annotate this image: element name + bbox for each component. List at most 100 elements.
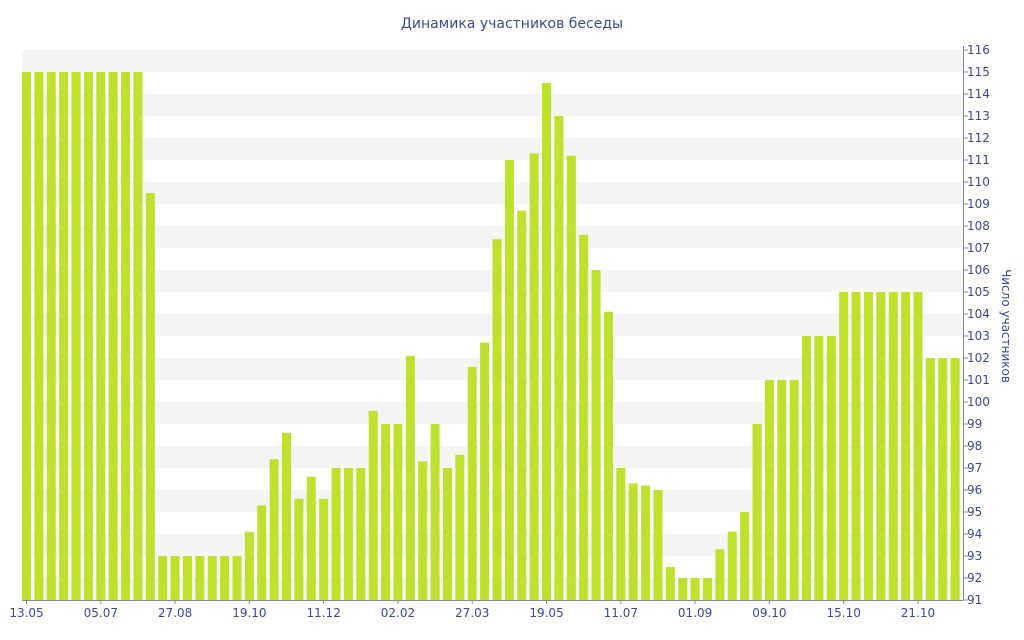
x-tick-label: 13.05 [9, 606, 43, 620]
bar [492, 239, 502, 600]
bar [282, 432, 292, 600]
y-tick-label: 110 [967, 175, 990, 189]
bar [244, 531, 254, 600]
y-tick-label: 106 [967, 263, 990, 277]
bar [34, 72, 44, 600]
bar [356, 468, 366, 600]
y-tick-label: 98 [967, 439, 982, 453]
bar [108, 72, 118, 600]
bar [133, 72, 143, 600]
bar [331, 468, 341, 600]
bar [641, 485, 651, 600]
bar [653, 490, 663, 600]
bar [195, 556, 205, 600]
y-tick-label: 94 [967, 527, 982, 541]
bar [863, 292, 873, 600]
x-tick-label: 05.07 [84, 606, 118, 620]
y-axis: 91 92 93 94 95 96 97 98 99 100 101 102 103 104 105 106 1… [963, 43, 990, 607]
grid-band [22, 138, 963, 160]
bar [888, 292, 898, 600]
y-tick-label: 108 [967, 219, 990, 233]
bar [343, 468, 353, 600]
y-axis-label: Число участников [999, 269, 1013, 383]
bar [480, 342, 490, 600]
bar [269, 459, 279, 600]
bar [46, 72, 56, 600]
bar [529, 153, 539, 600]
bar [294, 498, 304, 600]
y-tick-label: 93 [967, 549, 982, 563]
bar [554, 116, 564, 600]
bar [616, 468, 626, 600]
grid-band [22, 226, 963, 248]
x-tick-label: 27.03 [455, 606, 489, 620]
bar [925, 358, 935, 600]
bar [405, 355, 415, 600]
x-tick-label: 11.12 [306, 606, 340, 620]
grid-band [22, 182, 963, 204]
bar [814, 336, 824, 600]
bar [393, 424, 403, 600]
bar [368, 410, 378, 600]
bar [950, 358, 960, 600]
y-tick-label: 115 [967, 65, 990, 79]
bar [182, 556, 192, 600]
x-tick-label: 11.07 [604, 606, 638, 620]
bar [802, 336, 812, 600]
bar [158, 556, 168, 600]
bar [83, 72, 93, 600]
bar [603, 311, 613, 600]
y-tick-label: 114 [967, 87, 990, 101]
bar [752, 424, 762, 600]
y-tick-label: 103 [967, 329, 990, 343]
bar [170, 556, 180, 600]
bar [145, 193, 155, 600]
x-tick-label: 19.05 [529, 606, 563, 620]
bar [517, 210, 527, 600]
bar [665, 567, 675, 600]
bar [702, 578, 712, 600]
bar [938, 358, 948, 600]
bar [727, 531, 737, 600]
bar [207, 556, 217, 600]
y-tick-label: 104 [967, 307, 990, 321]
bar [455, 454, 465, 600]
bar [777, 380, 787, 600]
bar [789, 380, 799, 600]
grid-band [22, 50, 963, 72]
y-tick-label: 92 [967, 571, 982, 585]
bar [22, 72, 31, 600]
y-tick-label: 105 [967, 285, 990, 299]
bar [59, 72, 69, 600]
y-tick-label: 99 [967, 417, 982, 431]
bar [467, 366, 477, 600]
y-tick-label: 107 [967, 241, 990, 255]
bar [442, 468, 452, 600]
bar [430, 424, 440, 600]
bar [901, 292, 911, 600]
bar [542, 83, 552, 600]
bar [257, 505, 267, 600]
y-tick-label: 109 [967, 197, 990, 211]
x-tick-label: 19.10 [232, 606, 266, 620]
bar [591, 270, 601, 600]
y-tick-label: 102 [967, 351, 990, 365]
x-tick-label: 15.10 [827, 606, 861, 620]
x-tick-label: 09.10 [752, 606, 786, 620]
x-tick-label: 01.09 [678, 606, 712, 620]
x-tick-label: 02.02 [381, 606, 415, 620]
bar [566, 155, 576, 600]
bar [319, 498, 329, 600]
bar [121, 72, 131, 600]
x-tick-label: 21.10 [901, 606, 935, 620]
grid-band [22, 94, 963, 116]
bar [839, 292, 849, 600]
y-tick-label: 91 [967, 593, 982, 607]
y-tick-label: 111 [967, 153, 990, 167]
y-tick-label: 100 [967, 395, 990, 409]
bar [381, 424, 391, 600]
bar [851, 292, 861, 600]
bar [740, 512, 750, 600]
